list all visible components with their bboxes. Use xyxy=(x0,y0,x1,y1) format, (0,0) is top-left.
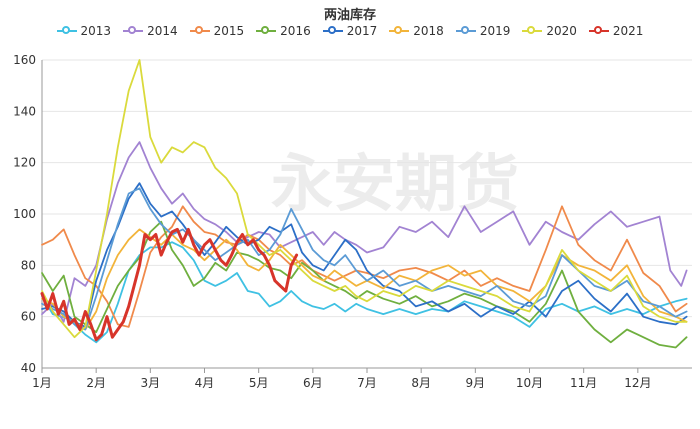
series-line-2019 xyxy=(41,187,688,331)
legend-label: 2015 xyxy=(213,24,245,38)
series-line-2020 xyxy=(41,59,688,339)
legend-label: 2020 xyxy=(546,24,577,38)
series-line-2016 xyxy=(41,220,688,349)
legend-item-2015[interactable]: 2015 xyxy=(189,24,245,38)
legend-item-2016[interactable]: 2016 xyxy=(256,24,311,38)
x-tick-label: 10月 xyxy=(516,376,543,390)
x-tick-label: 11月 xyxy=(570,376,597,390)
legend-label: 2018 xyxy=(413,24,444,38)
legend-swatch xyxy=(123,25,144,37)
legend-swatch xyxy=(522,25,543,37)
legend-label: 2016 xyxy=(280,24,311,38)
y-tick-label: 140 xyxy=(13,104,36,118)
x-tick-label: 8月 xyxy=(411,376,431,390)
legend-label: 2017 xyxy=(346,24,378,38)
legend-swatch xyxy=(588,25,609,37)
legend-swatch xyxy=(455,25,476,37)
y-tick-label: 40 xyxy=(21,361,36,375)
y-tick-label: 100 xyxy=(13,207,36,221)
x-tick-label: 6月 xyxy=(303,376,323,390)
x-tick-label: 2月 xyxy=(86,376,106,390)
series-line-2018 xyxy=(41,228,688,331)
legend-swatch xyxy=(256,25,277,37)
legend-item-2017[interactable]: 2017 xyxy=(322,24,378,38)
y-tick-label: 160 xyxy=(13,53,36,67)
legend-item-2014[interactable]: 2014 xyxy=(123,24,178,38)
legend-item-2018[interactable]: 2018 xyxy=(389,24,444,38)
x-tick-label: 9月 xyxy=(466,376,486,390)
x-tick-label: 3月 xyxy=(141,376,161,390)
legend-label: 2013 xyxy=(80,24,112,38)
legend-swatch xyxy=(389,25,410,37)
series-line-2014 xyxy=(41,141,688,323)
legend-label: 2014 xyxy=(147,24,178,38)
x-tick-label: 5月 xyxy=(249,376,269,390)
legend-swatch xyxy=(56,25,77,37)
x-tick-label: 12月 xyxy=(624,376,651,390)
legend-label: 2021 xyxy=(612,24,644,38)
y-tick-label: 80 xyxy=(21,258,36,272)
legend-item-2013[interactable]: 2013 xyxy=(56,24,112,38)
x-tick-label: 1月 xyxy=(32,376,52,390)
legend-swatch xyxy=(322,25,343,37)
x-tick-label: 7月 xyxy=(357,376,377,390)
watermark-text: 永安期货 xyxy=(271,147,519,220)
series-line-2017 xyxy=(41,182,688,328)
chart-title: 两油库存 xyxy=(323,8,376,23)
series-line-2021 xyxy=(40,227,299,342)
x-tick-label: 4月 xyxy=(195,376,215,390)
y-tick-label: 60 xyxy=(21,310,36,324)
legend-item-2020[interactable]: 2020 xyxy=(522,24,577,38)
y-tick-label: 120 xyxy=(13,156,36,170)
legend-label: 2019 xyxy=(479,24,511,38)
legend-item-2019[interactable]: 2019 xyxy=(455,24,511,38)
legend-item-2021[interactable]: 2021 xyxy=(588,24,644,38)
chart-legend: 2013 2014 2015 2016 2017 2018 2019 2020 2021 xyxy=(0,24,700,38)
legend-swatch xyxy=(189,25,210,37)
